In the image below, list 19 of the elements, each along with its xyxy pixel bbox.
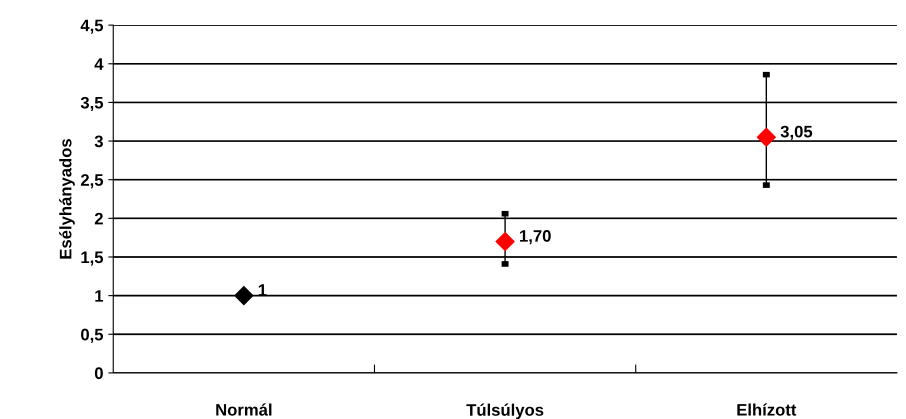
y-tick-label: 1,5 bbox=[81, 252, 104, 266]
y-tick-label: 0,5 bbox=[81, 328, 104, 343]
y-axis-title: Esélyhányados bbox=[59, 139, 75, 259]
point bbox=[234, 286, 254, 306]
y-tick-label: 2 bbox=[94, 212, 103, 224]
y-tick-label: 0 bbox=[94, 367, 103, 380]
x-tick-label: Normál bbox=[216, 403, 272, 416]
y-tick-label: 4 bbox=[94, 58, 104, 70]
y-tick-label: 2,5 bbox=[80, 174, 104, 188]
x-tick-label: Túlsúlyos bbox=[466, 403, 544, 419]
data-label: 3,05 bbox=[780, 126, 812, 140]
point bbox=[496, 232, 515, 252]
y-tick-label: 4,5 bbox=[80, 20, 104, 34]
point bbox=[756, 128, 776, 147]
y-tick-label: 1 bbox=[95, 290, 104, 302]
x-tick-label: Elhízott bbox=[737, 403, 796, 416]
y-tick-label: 3 bbox=[94, 135, 103, 148]
y-tick-label: 3,5 bbox=[80, 96, 104, 112]
data-label: 1,70 bbox=[520, 230, 551, 244]
